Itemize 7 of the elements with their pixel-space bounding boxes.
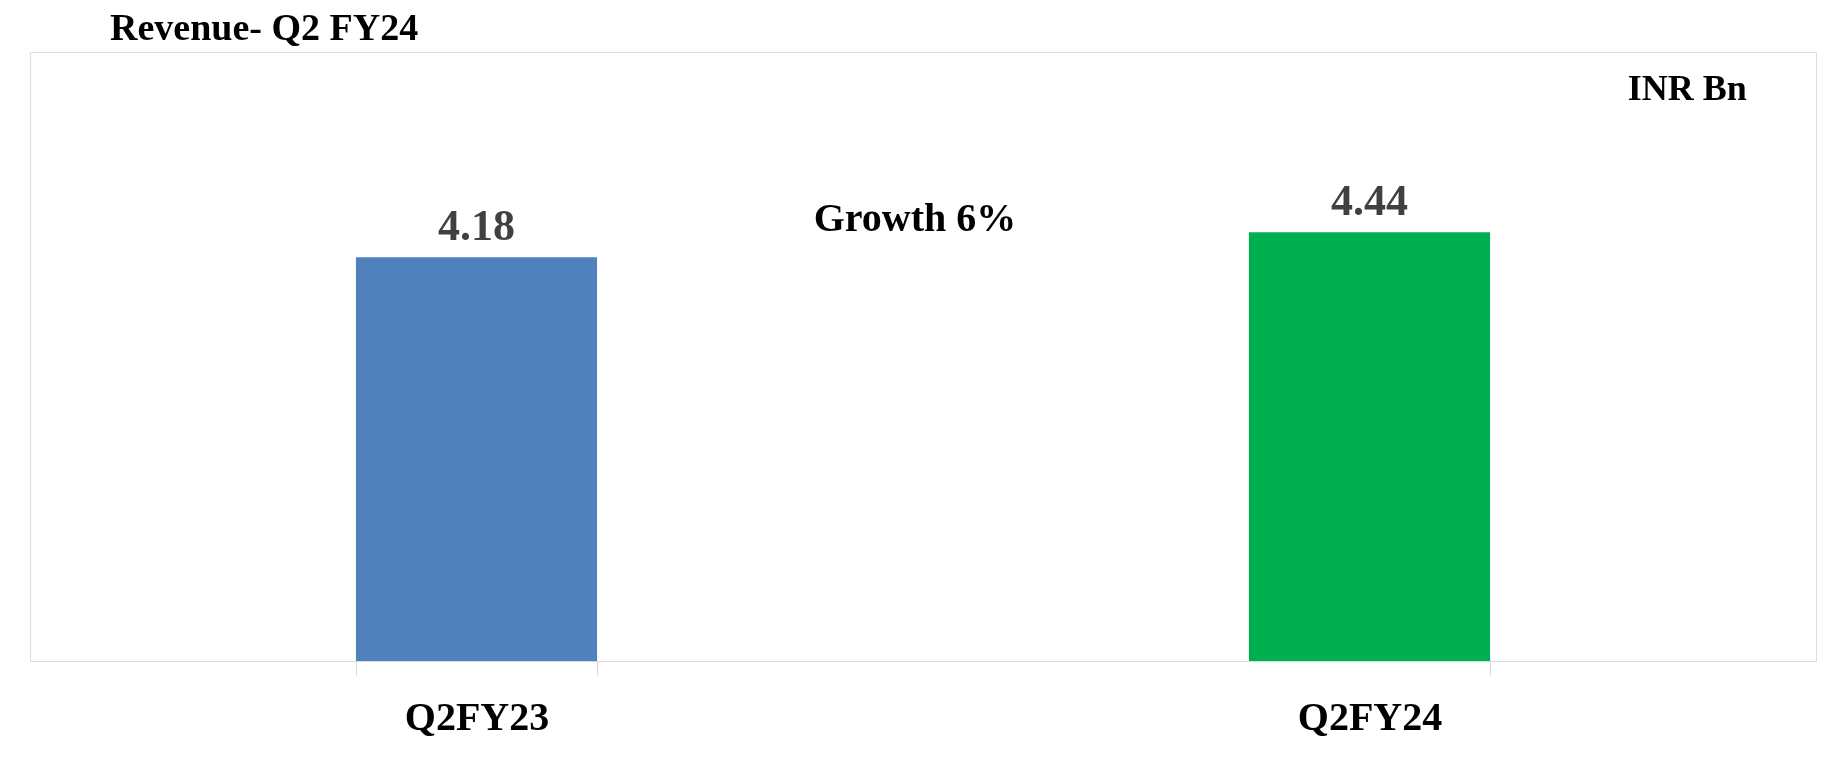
annotation: Growth 6%	[813, 195, 1017, 241]
data-label: 4.44	[1331, 176, 1408, 226]
chart-title: Revenue- Q2 FY24	[110, 6, 419, 48]
text: INR Bn	[1627, 68, 1747, 109]
data-label: 4.18	[438, 201, 515, 251]
x-tick-label: Q2FY23	[404, 693, 550, 739]
x-tick-label: Q2FY24	[1297, 693, 1443, 739]
